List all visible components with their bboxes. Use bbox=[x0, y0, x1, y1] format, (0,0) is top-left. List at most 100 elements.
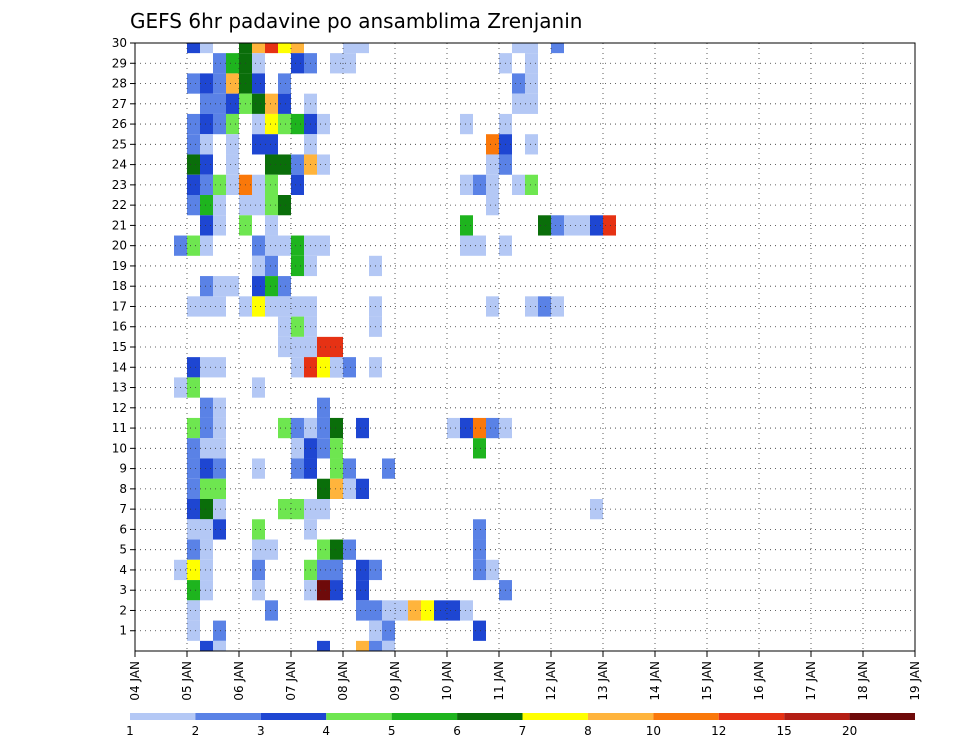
heatmap-cell bbox=[226, 174, 239, 195]
heatmap-cell bbox=[265, 255, 278, 277]
y-tick-label: 3 bbox=[119, 583, 127, 597]
heatmap-cell bbox=[200, 539, 213, 560]
heatmap-cell bbox=[200, 73, 213, 94]
heatmap-cell bbox=[200, 174, 213, 195]
heatmap-cell bbox=[512, 93, 525, 114]
heatmap-cell bbox=[317, 478, 330, 499]
y-tick-label: 12 bbox=[112, 401, 127, 415]
heatmap-cell bbox=[291, 154, 304, 175]
heatmap-cell bbox=[265, 276, 278, 297]
x-tick-label: 05 JAN bbox=[180, 661, 194, 701]
y-tick-label: 21 bbox=[112, 218, 127, 232]
x-tick-label: 07 JAN bbox=[284, 661, 298, 701]
heatmap-cell bbox=[473, 519, 486, 540]
heatmap-cell bbox=[213, 53, 226, 74]
colorbar-segment bbox=[849, 713, 915, 720]
heatmap-cell bbox=[252, 113, 265, 135]
heatmap-cell bbox=[213, 640, 226, 651]
heatmap-cell bbox=[278, 93, 291, 114]
heatmap-cell bbox=[317, 580, 330, 601]
y-tick-label: 7 bbox=[119, 502, 127, 516]
heatmap-cell bbox=[473, 438, 486, 459]
heatmap-cell bbox=[200, 113, 213, 135]
heatmap-cell bbox=[252, 458, 265, 479]
heatmap-cell bbox=[512, 73, 525, 94]
heatmap-cell bbox=[226, 93, 239, 114]
heatmap-cell bbox=[577, 215, 590, 236]
heatmap-cell bbox=[200, 93, 213, 114]
heatmap-cell bbox=[486, 559, 499, 581]
heatmap-cell bbox=[265, 215, 278, 236]
heatmap-cell bbox=[525, 174, 538, 195]
heatmap-cell bbox=[200, 134, 213, 155]
heatmap-cell bbox=[486, 134, 499, 155]
heatmap-cell bbox=[213, 357, 226, 378]
y-tick-label: 11 bbox=[112, 421, 127, 435]
y-tick-label: 2 bbox=[119, 603, 127, 617]
heatmap-cell bbox=[252, 559, 265, 581]
colorbar-label: 8 bbox=[584, 724, 592, 738]
heatmap-cell bbox=[265, 113, 278, 135]
heatmap-cell bbox=[200, 499, 213, 520]
y-tick-label: 16 bbox=[112, 320, 127, 334]
heatmap-cell bbox=[213, 73, 226, 94]
heatmap-cell bbox=[252, 174, 265, 195]
x-tick-label: 12 JAN bbox=[544, 661, 558, 701]
heatmap-cell bbox=[213, 499, 226, 520]
heatmap-cell bbox=[213, 93, 226, 114]
heatmap-cell bbox=[551, 215, 564, 236]
heatmap-cell bbox=[265, 296, 278, 317]
heatmap-cell bbox=[187, 134, 200, 155]
heatmap-cell bbox=[330, 417, 343, 439]
y-tick-label: 4 bbox=[119, 563, 127, 577]
heatmap-cell bbox=[291, 43, 304, 54]
heatmap-cell bbox=[226, 113, 239, 135]
heatmap-cell bbox=[330, 357, 343, 378]
heatmap-cell bbox=[486, 417, 499, 439]
colorbar-label: 2 bbox=[192, 724, 200, 738]
heatmap-cell bbox=[395, 600, 408, 621]
colorbar-label: 15 bbox=[777, 724, 792, 738]
heatmap-cell bbox=[356, 43, 369, 54]
colorbar-segment bbox=[130, 713, 196, 720]
y-tick-label: 1 bbox=[119, 624, 127, 638]
heatmap-cell bbox=[200, 640, 213, 651]
heatmap-cell bbox=[421, 600, 434, 621]
heatmap-cell bbox=[200, 215, 213, 236]
heatmap-cell bbox=[213, 458, 226, 479]
heatmap-cell bbox=[330, 53, 343, 74]
heatmap-cell bbox=[252, 276, 265, 297]
heatmap-cell bbox=[278, 154, 291, 175]
heatmap-cell bbox=[213, 276, 226, 297]
heatmap-cell bbox=[590, 499, 603, 520]
heatmap-cell bbox=[291, 174, 304, 195]
heatmap-cell bbox=[252, 235, 265, 256]
heatmap-cell bbox=[460, 417, 473, 439]
y-tick-label: 20 bbox=[112, 239, 127, 253]
heatmap-cell bbox=[187, 600, 200, 621]
heatmap-cell bbox=[330, 336, 343, 358]
heatmap-cell bbox=[486, 296, 499, 317]
colorbar-label: 4 bbox=[322, 724, 330, 738]
y-tick-label: 18 bbox=[112, 279, 127, 293]
heatmap-cell bbox=[317, 113, 330, 135]
heatmap-cell bbox=[460, 235, 473, 256]
y-tick-label: 28 bbox=[112, 77, 127, 91]
heatmap-cell bbox=[551, 296, 564, 317]
heatmap-cell bbox=[187, 458, 200, 479]
heatmap-cell bbox=[291, 255, 304, 277]
colorbar-label: 7 bbox=[519, 724, 527, 738]
x-tick-label: 10 JAN bbox=[440, 661, 454, 701]
heatmap-cell bbox=[200, 397, 213, 418]
heatmap-cell bbox=[408, 600, 421, 621]
heatmap-cell bbox=[525, 73, 538, 94]
y-tick-label: 27 bbox=[112, 97, 127, 111]
heatmap-cell bbox=[187, 539, 200, 560]
colorbar-segment bbox=[784, 713, 850, 720]
heatmap-cell bbox=[330, 559, 343, 581]
heatmap-cell bbox=[291, 316, 304, 337]
y-tick-label: 10 bbox=[112, 441, 127, 455]
heatmap-cell bbox=[265, 600, 278, 621]
colorbar-label: 10 bbox=[646, 724, 661, 738]
colorbar-segment bbox=[587, 713, 654, 720]
